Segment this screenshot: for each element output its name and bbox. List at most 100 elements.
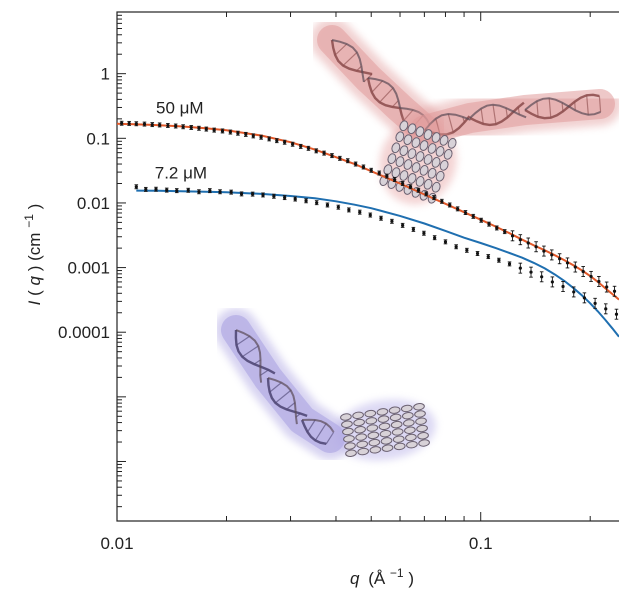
inset-base-pair	[314, 423, 327, 441]
point-marker	[212, 128, 216, 132]
inset-base-pair	[325, 431, 335, 445]
data-point-series-0	[243, 131, 248, 137]
data-point-series-0	[212, 127, 216, 133]
data-point-series-1	[465, 247, 469, 253]
point-marker	[306, 146, 311, 150]
data-point-series-1	[304, 198, 308, 204]
inset-coil	[344, 442, 356, 450]
point-marker	[440, 199, 444, 203]
data-point-series-0	[573, 261, 578, 273]
point-marker	[448, 203, 452, 207]
data-point-series-0	[274, 138, 279, 144]
inset-coil	[431, 181, 441, 193]
point-marker	[361, 165, 366, 169]
data-point-series-1	[390, 218, 394, 224]
point-marker	[150, 122, 154, 127]
x-axis-exp: −1	[390, 566, 404, 580]
data-point-series-0	[306, 145, 311, 151]
inset-strand	[331, 39, 365, 83]
point-marker	[166, 123, 170, 128]
inset-strand	[366, 77, 401, 110]
data-point-series-0	[534, 241, 538, 253]
data-point-series-0	[157, 122, 162, 128]
inset-base-pair	[241, 345, 259, 358]
inset-base-pair	[334, 43, 348, 56]
inset-base-pair	[286, 402, 296, 410]
x-tick-label: 0.01	[100, 534, 133, 553]
data-point-series-1	[400, 222, 405, 228]
inset-coil	[353, 418, 365, 427]
tick-labels: 0.01 0.1 1 0.1 0.01 0.001 0.0001	[58, 65, 493, 553]
point-marker	[604, 307, 608, 311]
data-point-series-1	[454, 244, 458, 250]
data-point-series-0	[251, 133, 256, 139]
inset-coil	[405, 433, 417, 442]
data-point-series-0	[259, 134, 263, 140]
point-marker	[142, 122, 147, 126]
data-point-series-1	[154, 186, 158, 192]
molecule-inset-y-shaped	[310, 18, 619, 205]
data-point-series-0	[322, 150, 326, 156]
data-point-series-1	[239, 191, 244, 197]
point-marker	[181, 125, 185, 129]
inset-coil	[364, 409, 377, 418]
data-point-series-1	[603, 303, 608, 315]
inset-coil	[415, 151, 425, 162]
point-marker	[259, 135, 263, 139]
data-point-series-0	[290, 141, 295, 147]
data-point-series-1	[357, 209, 362, 215]
data-point-series-1	[507, 261, 512, 267]
inset-base-pair	[598, 96, 602, 112]
inset-base-pair	[371, 80, 383, 93]
inset-coil	[400, 404, 413, 413]
x-axis-label: q (Å −1 )	[350, 562, 414, 588]
point-marker	[134, 122, 138, 126]
inset-base-pair	[236, 335, 251, 346]
point-marker	[443, 240, 448, 244]
point-marker	[408, 185, 413, 189]
point-marker	[393, 177, 397, 182]
inset-coil	[376, 408, 389, 416]
data-point-series-1	[518, 262, 523, 274]
point-marker	[503, 230, 507, 234]
inset-strand	[300, 419, 327, 445]
point-marker	[486, 254, 490, 259]
inset-coil	[415, 126, 425, 137]
point-marker	[291, 142, 295, 146]
y-axis-mid: ) (cm	[25, 233, 44, 272]
inset-coil	[380, 437, 393, 445]
data-point-series-1	[261, 192, 265, 198]
point-marker	[330, 154, 334, 158]
y-axis-exp: −1	[22, 214, 36, 228]
x-axis-unit: (Å	[368, 569, 386, 588]
data-point-series-0	[526, 237, 531, 249]
y-axis-var2: q	[25, 275, 44, 285]
point-marker	[475, 251, 480, 256]
inset-coil	[399, 145, 409, 157]
point-marker	[432, 195, 436, 200]
data-point-series-0	[479, 217, 483, 223]
point-marker	[120, 121, 124, 125]
inset-coil	[435, 146, 445, 157]
point-marker	[424, 192, 428, 196]
point-marker	[229, 190, 233, 194]
point-marker	[346, 159, 350, 163]
fit-curves	[116, 122, 619, 338]
inset-base-pair	[548, 98, 552, 118]
data-point-series-1	[250, 191, 255, 197]
inset-base-pair	[505, 107, 508, 118]
point-marker	[197, 190, 201, 194]
inset-coil	[407, 173, 417, 184]
data-point-series-0	[377, 170, 382, 176]
inset-coil	[395, 156, 405, 167]
molecule-inset-l-shaped	[214, 308, 436, 461]
point-marker	[299, 144, 303, 148]
data-point-series-1	[186, 187, 191, 193]
inset-base-pair	[391, 100, 399, 108]
data-point-series-0	[471, 213, 476, 219]
point-marker	[582, 296, 587, 300]
inset-coil	[368, 438, 381, 447]
inset-coil	[342, 427, 354, 436]
data-point-series-0	[416, 187, 421, 193]
